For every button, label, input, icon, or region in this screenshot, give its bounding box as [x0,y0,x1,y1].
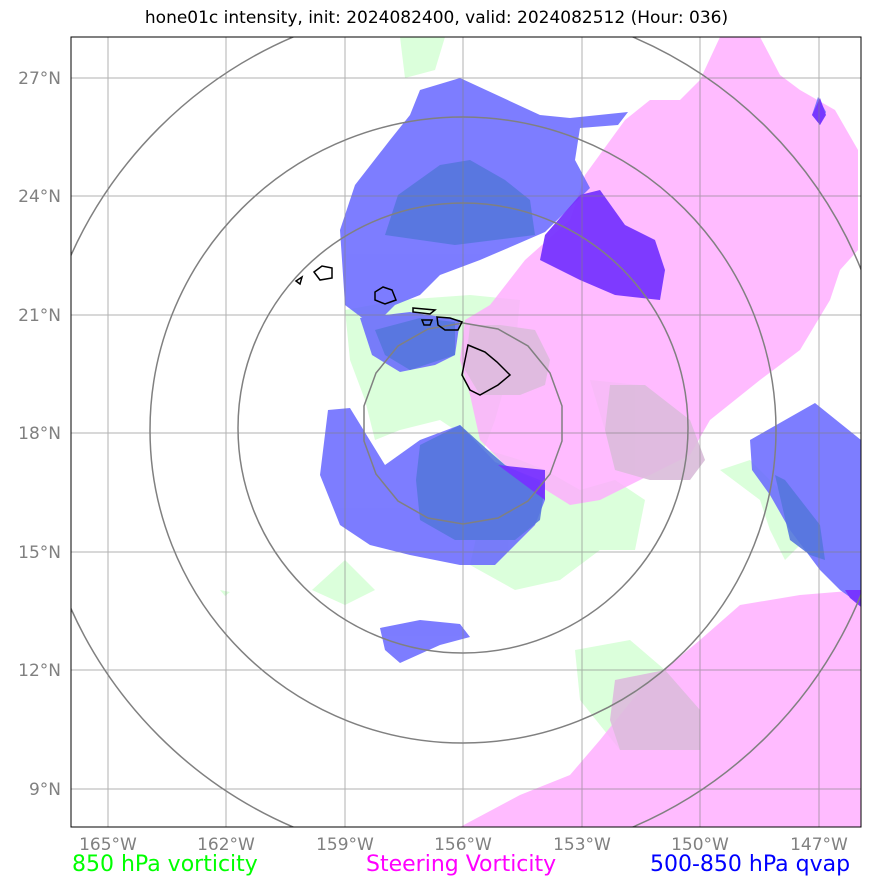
map-fields [71,37,861,827]
legend-vorticity850: 850 hPa vorticity [72,852,258,877]
lon-label: 156°W [434,835,492,855]
graticule [71,37,861,827]
range-rings [71,37,861,827]
lon-label: 159°W [316,835,374,855]
lat-label: 27°N [18,69,61,89]
legend-steering: Steering Vorticity [366,852,557,877]
lat-label: 12°N [18,661,61,681]
lat-label: 15°N [18,543,61,563]
longitude-labels: 165°W 162°W 159°W 156°W 153°W 150°W 147°… [79,835,848,855]
steering-qvap-overlap [498,98,861,607]
lat-label: 24°N [18,187,61,207]
legend-qvap: 500-850 hPa qvap [650,852,851,877]
lat-label: 9°N [29,780,61,800]
lat-label: 21°N [18,306,61,326]
latitude-labels: 27°N 24°N 21°N 18°N 15°N 12°N 9°N [18,69,61,800]
map-title: hone01c intensity, init: 2024082400, val… [144,8,729,28]
lon-label: 150°W [671,835,729,855]
island-coastlines [294,265,512,396]
lon-label: 165°W [79,835,137,855]
lat-label: 18°N [18,424,61,444]
map-frame [70,36,862,828]
lon-label: 153°W [553,835,611,855]
lon-label: 162°W [197,835,255,855]
lon-label: 147°W [790,835,848,855]
